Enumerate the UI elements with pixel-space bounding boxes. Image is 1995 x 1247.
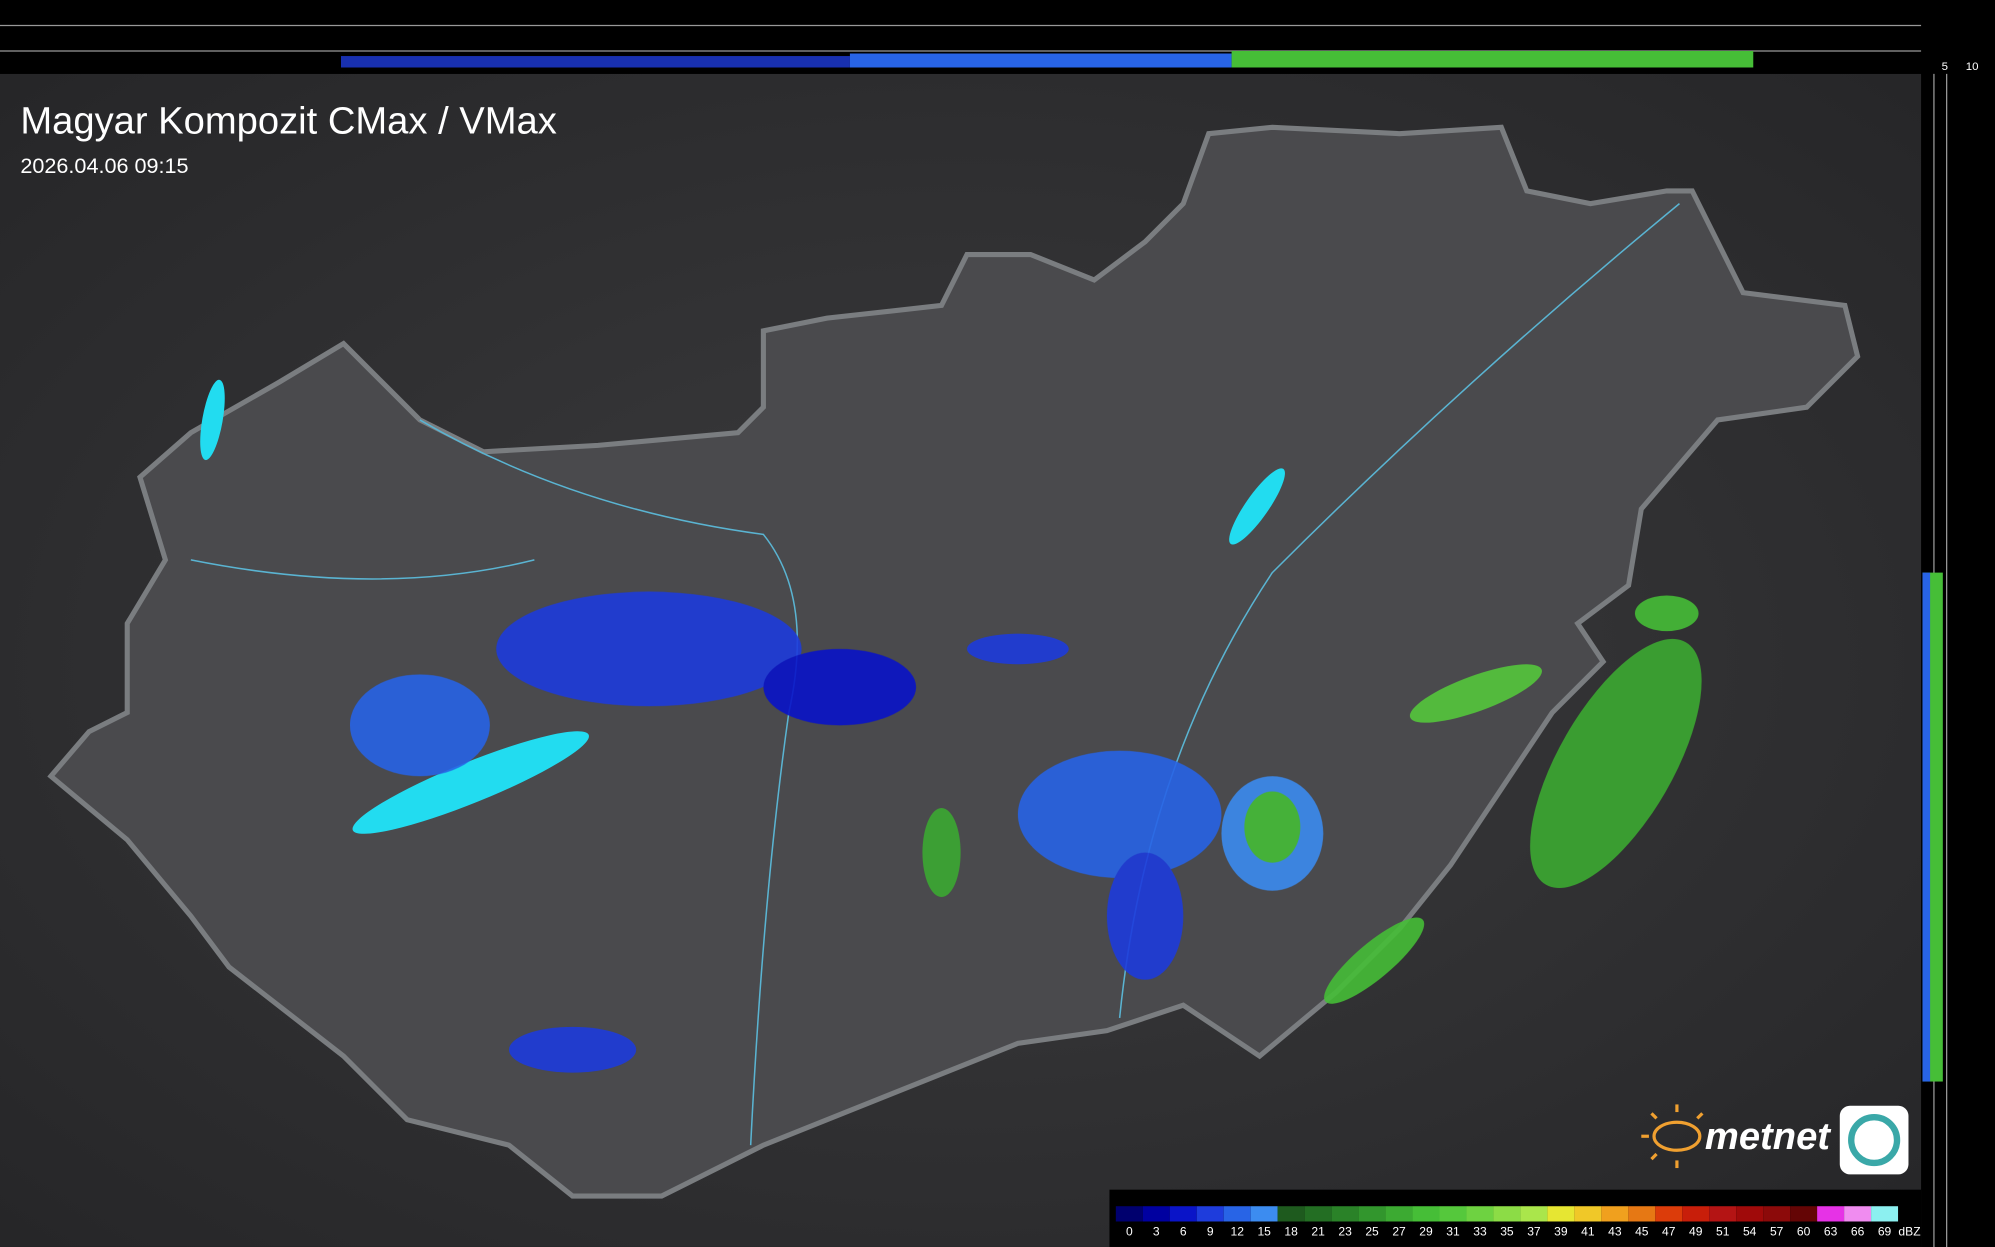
legend-label: 37: [1527, 1224, 1541, 1238]
legend-swatch: [1574, 1206, 1602, 1222]
profile-echo: [340, 56, 850, 68]
legend-swatch: [1790, 1206, 1818, 1222]
timestamp: 2026.04.06 09:15: [20, 153, 188, 178]
legend: 0 3 6 9 12 15 18 21 23 25 27 29 31 33 35 37 39 41 43 45 47 49…: [1115, 1206, 1921, 1238]
lakes: [200, 379, 1285, 834]
country-outline: [47, 124, 1861, 1199]
legend-label: 39: [1554, 1224, 1568, 1238]
legend-label: 41: [1581, 1224, 1595, 1238]
legend-label: 60: [1797, 1224, 1811, 1238]
logo-text: metnet: [1705, 1115, 1832, 1158]
legend-label: 49: [1689, 1224, 1703, 1238]
legend-swatch: [1439, 1206, 1467, 1222]
legend-label: 51: [1716, 1224, 1730, 1238]
legend-swatch: [1844, 1206, 1872, 1222]
legend-label: 3: [1153, 1224, 1160, 1238]
legend-label: 66: [1851, 1224, 1865, 1238]
legend-swatch: [1304, 1206, 1332, 1222]
legend-label: 57: [1770, 1224, 1784, 1238]
legend-label: 45: [1635, 1224, 1649, 1238]
legend-label: 69: [1878, 1224, 1892, 1238]
legend-label: 0: [1126, 1224, 1133, 1238]
legend-label: 12: [1230, 1224, 1244, 1238]
legend-label: 21: [1311, 1224, 1325, 1238]
profile-tick: 10: [1966, 61, 1979, 73]
legend-label: 25: [1365, 1224, 1379, 1238]
legend-swatch: [1628, 1206, 1656, 1222]
legend-swatch: [1763, 1206, 1791, 1222]
legend-label: 43: [1608, 1224, 1622, 1238]
legend-swatch: [1277, 1206, 1305, 1222]
legend-swatch: [1736, 1206, 1764, 1222]
legend-label: 33: [1473, 1224, 1487, 1238]
legend-swatch: [1547, 1206, 1575, 1222]
legend-swatch: [1358, 1206, 1386, 1222]
legend-swatch: [1331, 1206, 1359, 1222]
legend-swatch: [1223, 1206, 1251, 1222]
legend-label: 54: [1743, 1224, 1757, 1238]
legend-swatch: [1466, 1206, 1494, 1222]
logo: metnet: [1641, 1104, 1909, 1175]
legend-swatch: [1385, 1206, 1413, 1222]
legend-swatch: [1493, 1206, 1521, 1222]
legend-label: 15: [1257, 1224, 1271, 1238]
profile-echo: [1231, 50, 1754, 68]
legend-label: 63: [1824, 1224, 1838, 1238]
legend-swatch: [1817, 1206, 1845, 1222]
legend-swatch: [1520, 1206, 1548, 1222]
profile-echo: [849, 53, 1232, 68]
legend-swatch: [1250, 1206, 1278, 1222]
legend-swatch: [1871, 1206, 1899, 1222]
legend-swatch: [1601, 1206, 1629, 1222]
legend-swatch: [1655, 1206, 1683, 1222]
legend-swatch: [1412, 1206, 1440, 1222]
profile-echo: [1922, 572, 1931, 1082]
legend-label: 31: [1446, 1224, 1460, 1238]
legend-swatch: [1196, 1206, 1224, 1222]
legend-swatch: [1115, 1206, 1143, 1222]
legend-label: 6: [1180, 1224, 1187, 1238]
legend-swatch: [1709, 1206, 1737, 1222]
legend-label: 23: [1338, 1224, 1352, 1238]
legend-swatch: [1682, 1206, 1710, 1222]
map-title: Magyar Kompozit CMax / VMax: [20, 100, 556, 143]
legend-label: 35: [1500, 1224, 1514, 1238]
legend-swatch: [1142, 1206, 1170, 1222]
precipitation: [349, 591, 1702, 1073]
profile-tick: 5: [1942, 61, 1948, 73]
legend-label: 9: [1207, 1224, 1214, 1238]
legend-label: 47: [1662, 1224, 1676, 1238]
legend-label: 29: [1419, 1224, 1433, 1238]
legend-label: 27: [1392, 1224, 1406, 1238]
legend-swatch: [1169, 1206, 1197, 1222]
legend-unit: dBZ: [1898, 1224, 1920, 1238]
legend-label: 18: [1284, 1224, 1298, 1238]
